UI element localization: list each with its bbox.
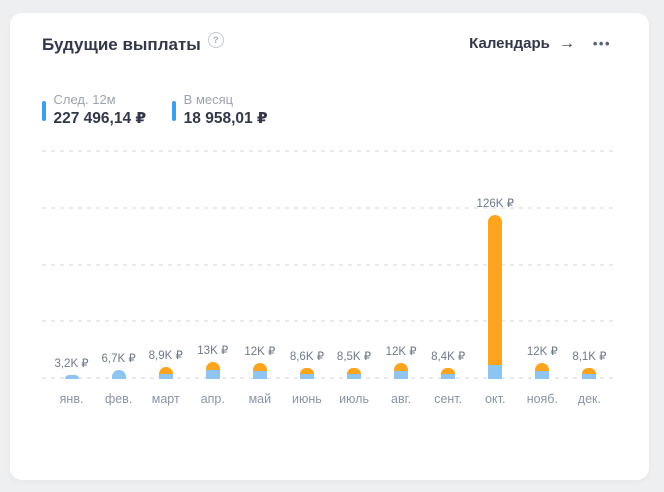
stat-text: В месяц 18 958,01 ₽ bbox=[184, 92, 268, 128]
x-axis-label: сент. bbox=[434, 392, 463, 406]
bar-segment-blue bbox=[488, 364, 503, 379]
chart-bar-column[interactable]: 13K ₽ bbox=[189, 152, 236, 379]
chart-bar-column[interactable]: 6,7K ₽ bbox=[95, 152, 142, 379]
stacked-bar[interactable] bbox=[64, 374, 79, 379]
x-axis-label: июль bbox=[339, 392, 369, 406]
bar-value-label: 8,5K ₽ bbox=[336, 350, 372, 363]
chart-bar-column[interactable]: 8,5K ₽ bbox=[330, 152, 377, 379]
chart-bar-column[interactable]: 12K ₽ bbox=[519, 152, 566, 379]
bar-segment-blue bbox=[394, 371, 409, 379]
calendar-link-label: Календарь bbox=[469, 35, 550, 52]
stacked-bar[interactable] bbox=[347, 367, 361, 379]
bar-segment-orange bbox=[582, 368, 597, 374]
bar-segment-orange bbox=[347, 367, 361, 374]
bar-segment-orange bbox=[535, 363, 550, 371]
stat-per-month: В месяц 18 958,01 ₽ bbox=[172, 92, 268, 128]
bar-segment-blue bbox=[64, 374, 79, 379]
stacked-bar[interactable] bbox=[299, 367, 314, 379]
x-axis-label: окт. bbox=[485, 392, 506, 406]
title-wrap: Будущие выплаты ? bbox=[42, 32, 224, 55]
chart-bar-column[interactable]: 8,4K ₽ bbox=[425, 152, 472, 379]
stat-marker bbox=[172, 101, 176, 121]
stacked-bar[interactable] bbox=[158, 367, 173, 379]
bar-segment-orange bbox=[252, 363, 267, 371]
gridline bbox=[42, 320, 616, 322]
bars-row: 3,2K ₽ 6,7K ₽ 8,9K ₽ 13K ₽ 12K ₽ 8,6K ₽ 8,5K ₽… bbox=[48, 152, 613, 379]
help-icon[interactable]: ? bbox=[207, 32, 224, 48]
chart-bar-column[interactable]: 12K ₽ bbox=[236, 152, 283, 379]
more-menu-button[interactable]: ••• bbox=[592, 36, 611, 51]
stat-label: В месяц bbox=[183, 92, 234, 107]
bar-segment-orange bbox=[441, 368, 456, 374]
x-axis-labels: янв. фев. март апр. май июнь июль авг. сент. окт.… bbox=[42, 392, 613, 406]
card-header: Будущие выплаты ? Календарь → ••• bbox=[42, 32, 613, 55]
bar-segment-blue bbox=[347, 373, 361, 379]
x-axis-label: дек. bbox=[577, 392, 601, 406]
arrow-right-icon: → bbox=[558, 34, 575, 52]
bar-value-label: 6,7K ₽ bbox=[101, 353, 136, 366]
bar-segment-orange bbox=[158, 367, 173, 374]
stat-next-12m: След. 12м 227 496,14 ₽ bbox=[42, 92, 146, 128]
gridline bbox=[42, 207, 616, 209]
bar-value-label: 8,9K ₽ bbox=[148, 350, 183, 363]
chart-bar-column[interactable]: 8,1K ₽ bbox=[566, 152, 613, 379]
chart-bar-column[interactable]: 8,9K ₽ bbox=[142, 152, 189, 379]
bar-value-label: 8,1K ₽ bbox=[572, 351, 607, 364]
baseline-gridline bbox=[42, 377, 616, 379]
bar-segment-orange bbox=[394, 363, 409, 371]
chart-bar-column[interactable]: 8,6K ₽ bbox=[283, 152, 330, 379]
stat-value: 18 958,01 ₽ bbox=[183, 110, 268, 127]
stat-marker bbox=[42, 101, 46, 121]
stacked-bar[interactable] bbox=[111, 370, 126, 379]
stacked-bar[interactable] bbox=[441, 368, 456, 379]
stacked-bar[interactable] bbox=[252, 363, 267, 379]
chart-bar-column[interactable]: 3,2K ₽ bbox=[48, 152, 95, 379]
bar-segment-orange bbox=[488, 214, 503, 365]
bar-segment-blue bbox=[252, 371, 267, 379]
gridline bbox=[42, 150, 616, 152]
stacked-bar[interactable] bbox=[488, 214, 503, 379]
x-axis-label: нояб. bbox=[526, 392, 558, 406]
x-axis-label: янв. bbox=[59, 392, 84, 406]
stat-value: 227 496,14 ₽ bbox=[53, 110, 147, 127]
bar-value-label: 12K ₽ bbox=[526, 346, 558, 359]
gridline bbox=[42, 264, 616, 266]
bar-segment-blue bbox=[582, 373, 597, 379]
bar-segment-orange bbox=[299, 367, 314, 374]
x-axis-label: апр. bbox=[200, 392, 225, 406]
bar-value-label: 3,2K ₽ bbox=[54, 357, 89, 370]
bar-value-label: 12K ₽ bbox=[244, 346, 276, 359]
bar-segment-blue bbox=[535, 371, 550, 379]
stacked-bar[interactable] bbox=[394, 363, 409, 379]
x-axis-label: фев. bbox=[104, 392, 133, 406]
bar-value-label: 126K ₽ bbox=[476, 197, 514, 210]
bar-segment-blue bbox=[205, 370, 220, 379]
payments-bar-chart: 3,2K ₽ 6,7K ₽ 8,9K ₽ 13K ₽ 12K ₽ 8,6K ₽ 8,5K ₽… bbox=[42, 150, 616, 379]
bar-value-label: 8,6K ₽ bbox=[289, 350, 325, 363]
bar-segment-orange bbox=[205, 362, 220, 370]
bar-segment-blue bbox=[111, 370, 126, 379]
page-title: Будущие выплаты bbox=[42, 35, 201, 54]
stacked-bar[interactable] bbox=[205, 362, 220, 379]
chart-bar-column[interactable]: 126K ₽ bbox=[472, 152, 519, 379]
future-payments-card: Будущие выплаты ? Календарь → ••• След. … bbox=[10, 13, 649, 480]
stacked-bar[interactable] bbox=[582, 368, 597, 379]
bar-value-label: 12K ₽ bbox=[385, 346, 417, 359]
x-axis-label: авг. bbox=[391, 392, 412, 406]
calendar-link[interactable]: Календарь → bbox=[469, 35, 575, 52]
bar-value-label: 13K ₽ bbox=[197, 345, 229, 357]
x-axis-label: май bbox=[248, 392, 272, 406]
x-axis-label: июнь bbox=[292, 392, 322, 406]
stacked-bar[interactable] bbox=[535, 363, 550, 379]
stat-text: След. 12м 227 496,14 ₽ bbox=[54, 92, 147, 128]
bar-value-label: 8,4K ₽ bbox=[431, 351, 466, 363]
bar-segment-blue bbox=[158, 373, 173, 379]
stat-label: След. 12м bbox=[53, 92, 116, 107]
stats-row: След. 12м 227 496,14 ₽ В месяц 18 958,01… bbox=[42, 92, 613, 128]
bar-segment-blue bbox=[299, 373, 314, 379]
chart-bar-column[interactable]: 12K ₽ bbox=[378, 152, 425, 379]
x-axis-label: март bbox=[151, 392, 180, 406]
header-actions: Календарь → ••• bbox=[469, 35, 613, 52]
bar-segment-blue bbox=[441, 373, 456, 379]
